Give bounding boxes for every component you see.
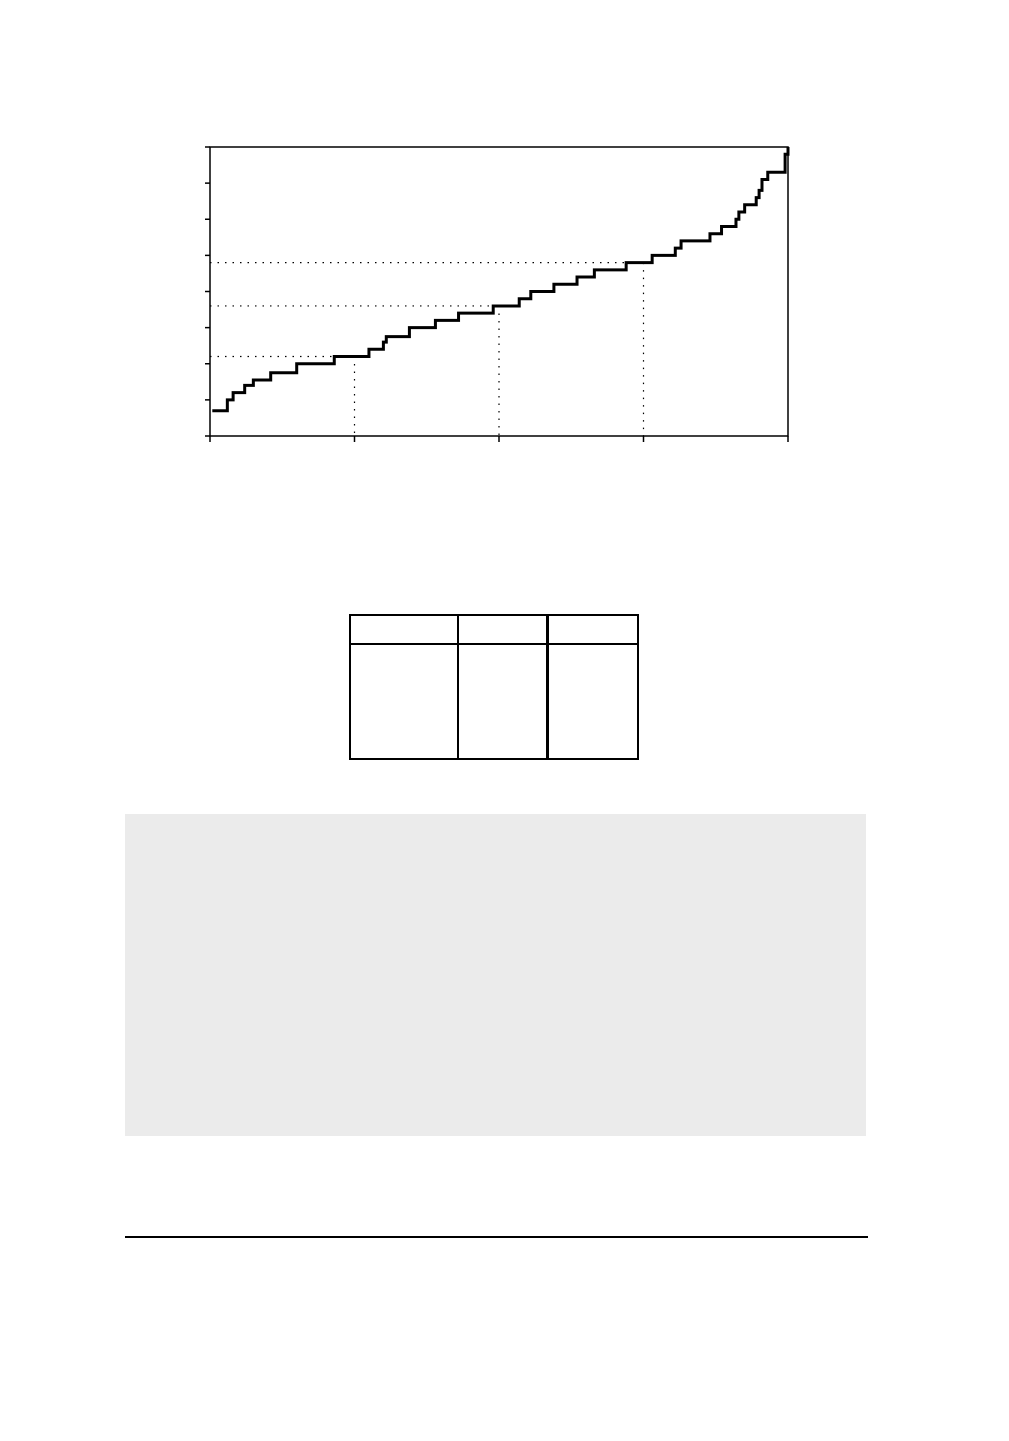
table-header-cell [547,615,638,645]
summary-table [349,614,639,760]
shaded-panel [125,814,866,1136]
table-header-row [350,615,638,645]
footnote-divider [125,1236,868,1238]
y-axis-ticks [205,146,210,437]
table-cell [458,644,549,759]
cumulative-step-line [212,147,790,413]
table-row [350,644,638,759]
table-cell [350,644,459,759]
table-header-cell [458,615,549,645]
x-axis-ticks [209,436,789,442]
quartile-guides [210,262,645,436]
plot-frame [209,146,789,437]
chart [205,146,790,442]
table-cell [548,644,639,759]
table-header-cell [350,615,459,645]
